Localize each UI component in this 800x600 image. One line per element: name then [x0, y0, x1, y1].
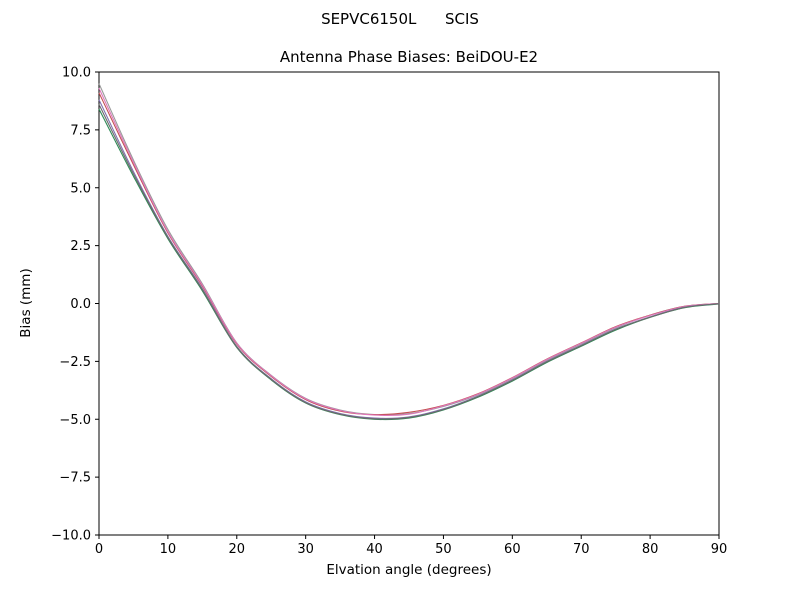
axes-title: Antenna Phase Biases: BeiDOU-E2: [280, 48, 538, 66]
figure-title: SEPVC6150L SCIS: [321, 10, 479, 28]
y-axis-label: Bias (mm): [18, 268, 34, 337]
plot-border: [98, 71, 720, 536]
x-tick-label: 80: [642, 542, 659, 557]
series-line-satellite-curve-3: [98, 92, 720, 416]
x-tick-label: 90: [711, 542, 728, 557]
y-tick-label: −7.5: [59, 471, 91, 486]
y-tick-label: 5.0: [70, 181, 91, 196]
x-tick-label: 30: [297, 542, 314, 557]
y-tick-label: 0.0: [70, 297, 91, 312]
y-tick-label: 2.5: [70, 239, 91, 254]
y-tick-label: −5.0: [59, 413, 91, 428]
x-tick-label: 50: [435, 542, 452, 557]
x-axis-label: Elvation angle (degrees): [326, 562, 491, 578]
series-line-satellite-curve-4: [98, 87, 720, 417]
y-tick-label: −2.5: [59, 355, 91, 370]
x-tick-label: 60: [504, 542, 521, 557]
series-line-satellite-curve-1: [98, 83, 720, 416]
series-line-satellite-curve-2: [98, 108, 720, 421]
series-line-satellite-curve-5: [98, 99, 720, 419]
x-tick-label: 40: [366, 542, 383, 557]
plot-area: 0 10 20 30 40 50 60 70 80 90 −10.0 −7.5 −5.0 −2.5 0.0 2…: [51, 66, 727, 558]
x-tick-label: 10: [160, 542, 177, 557]
y-tick-label: 10.0: [62, 66, 91, 81]
series-line-satellite-curve-6: [98, 104, 720, 420]
y-tick-label: 7.5: [70, 123, 91, 138]
y-tick-label: −10.0: [51, 529, 91, 544]
x-tick-label: 70: [573, 542, 590, 557]
x-tick-label: 0: [95, 542, 103, 557]
x-tick-label: 20: [229, 542, 246, 557]
